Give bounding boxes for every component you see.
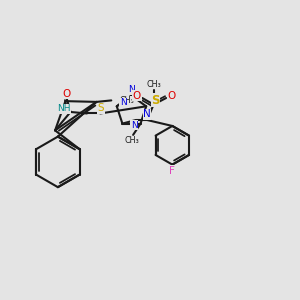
Text: O: O <box>63 88 71 98</box>
Text: CH₃: CH₃ <box>146 80 161 89</box>
Text: O: O <box>167 91 175 100</box>
Text: S: S <box>98 103 104 113</box>
Text: CH₃: CH₃ <box>120 96 134 105</box>
Text: NH: NH <box>57 104 71 113</box>
Text: N: N <box>120 98 127 107</box>
Text: S: S <box>151 94 160 106</box>
Text: O: O <box>133 91 141 100</box>
Text: N: N <box>128 85 135 94</box>
Text: F: F <box>169 166 175 176</box>
Text: N: N <box>130 121 137 130</box>
Text: N: N <box>143 109 151 119</box>
Text: CH₃: CH₃ <box>124 136 139 145</box>
